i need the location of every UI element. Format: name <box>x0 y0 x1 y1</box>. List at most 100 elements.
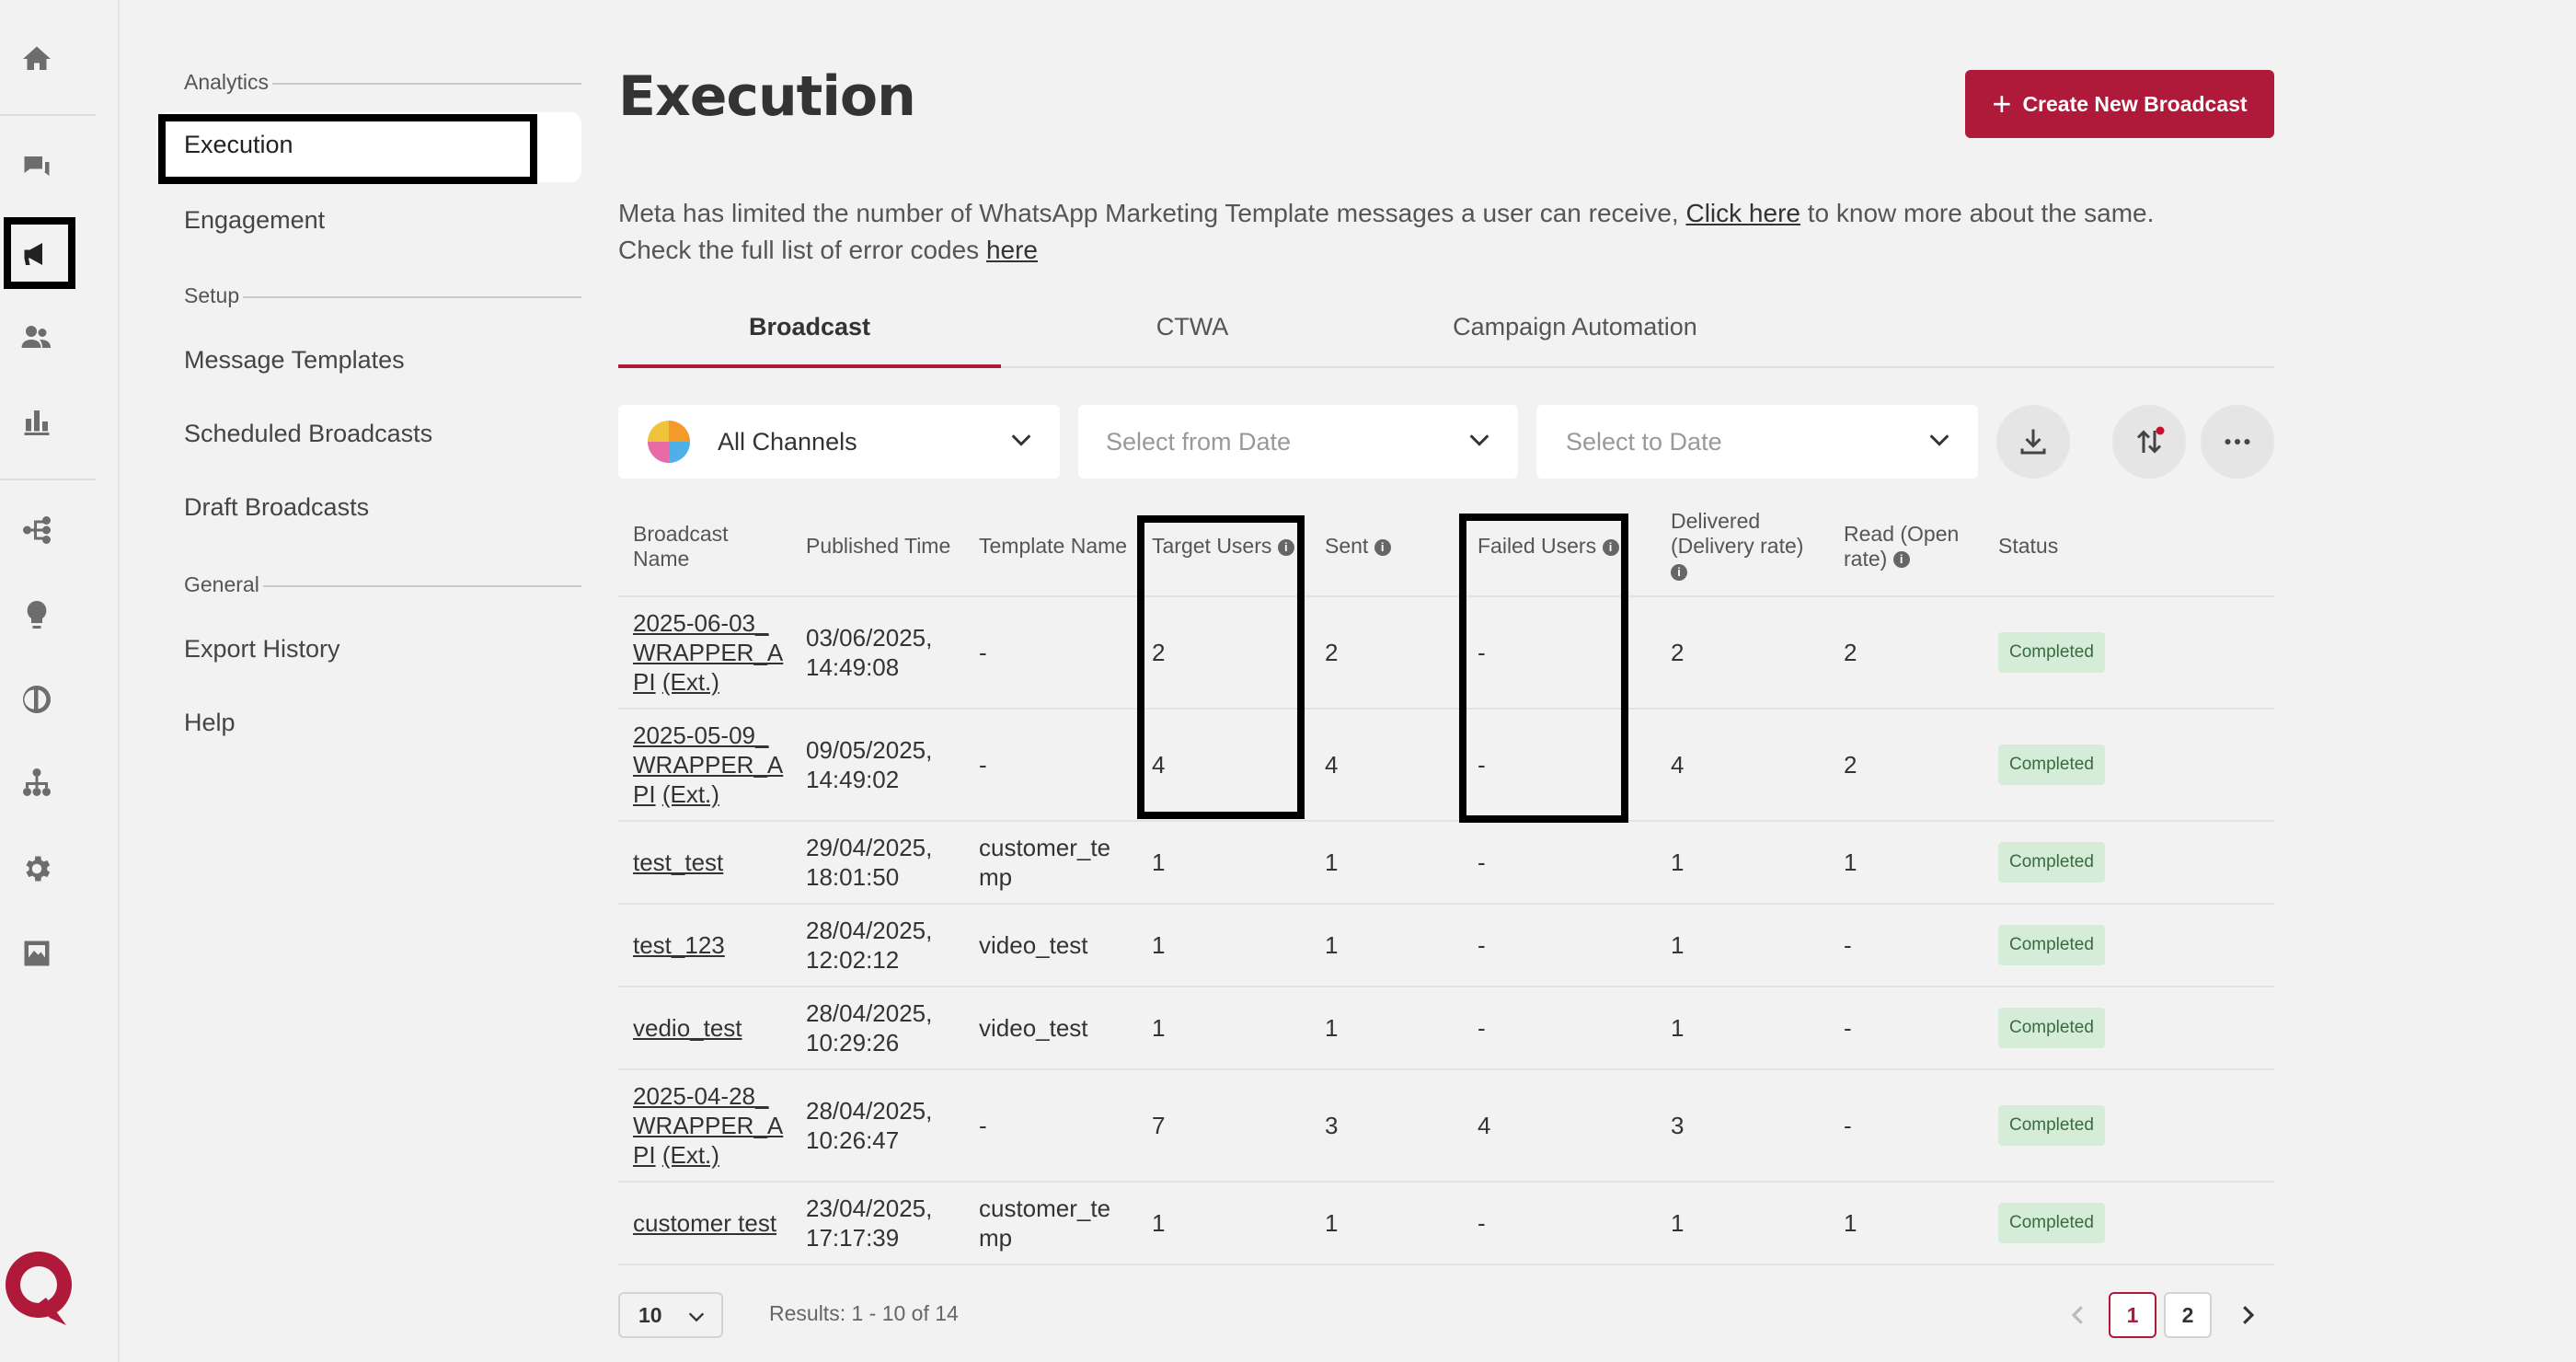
meta-notice: Meta has limited the number of WhatsApp … <box>618 199 2155 264</box>
broadcast-name-link[interactable]: test_test <box>633 848 724 876</box>
nav-item-scheduled-broadcasts[interactable]: Scheduled Broadcasts <box>184 420 433 447</box>
cell-target: 1 <box>1137 987 1310 1070</box>
broadcast-name-link[interactable]: customer test <box>633 1209 777 1237</box>
cell-failed: - <box>1463 1182 1656 1265</box>
broadcast-name-link[interactable]: 2025-05-09_WRAPPER_API <box>633 721 784 808</box>
broadcast-name-link[interactable]: vedio_test <box>633 1014 742 1042</box>
broadcast-name-link[interactable]: test_123 <box>633 931 725 959</box>
nav-item-message-templates[interactable]: Message Templates <box>184 346 405 374</box>
flow-icon[interactable] <box>18 512 55 548</box>
table-header-row: Broadcast Name Published Time Template N… <box>618 497 2274 597</box>
status-badge: Completed <box>1998 925 2105 965</box>
results-count: Results: 1 - 10 of 14 <box>769 1301 959 1325</box>
brain-icon[interactable] <box>18 681 55 718</box>
cell-sent: 1 <box>1310 904 1463 987</box>
info-icon[interactable]: i <box>1671 563 1687 581</box>
icon-rail <box>0 0 120 1362</box>
info-icon[interactable]: i <box>1602 538 1619 556</box>
next-page-icon[interactable] <box>2234 1301 2261 1329</box>
bulb-icon[interactable] <box>18 596 55 633</box>
gear-icon[interactable] <box>18 850 55 887</box>
cell-delivered: 2 <box>1656 596 1829 710</box>
info-icon[interactable]: i <box>1892 551 1910 569</box>
puzzle-icon[interactable] <box>18 935 55 972</box>
broadcast-name-link[interactable]: 2025-04-28_WRAPPER_API <box>633 1082 784 1169</box>
cell-delivered: 4 <box>1656 709 1829 822</box>
cell-published: 28/04/2025, 12:02:12 <box>791 904 964 987</box>
cell-sent: 4 <box>1310 709 1463 822</box>
section-label-general: General <box>184 572 581 597</box>
ext-link[interactable]: (Ext.) <box>661 1141 719 1169</box>
prev-page-icon[interactable] <box>2064 1301 2092 1329</box>
ext-link[interactable]: (Ext.) <box>661 668 719 696</box>
col-broadcast-name[interactable]: Broadcast Name <box>618 497 791 597</box>
cell-status: Completed <box>1984 596 2274 710</box>
col-read[interactable]: Read (Open rate) i <box>1829 497 1984 597</box>
col-status[interactable]: Status <box>1984 497 2274 597</box>
page-button-1[interactable]: 1 <box>2109 1292 2156 1338</box>
cell-delivered: 1 <box>1656 904 1829 987</box>
tab-campaign-automation[interactable]: Campaign Automation <box>1453 313 1697 340</box>
nav-item-draft-broadcasts[interactable]: Draft Broadcasts <box>184 493 370 521</box>
table-row[interactable]: customer test 23/04/2025, 17:17:39 custome… <box>618 1182 2274 1265</box>
table-row[interactable]: 2025-05-09_WRAPPER_API (Ext.) 09/05/2025,… <box>618 709 2274 822</box>
cell-failed: - <box>1463 821 1656 905</box>
org-icon[interactable] <box>18 764 55 801</box>
active-tab-indicator <box>618 364 1001 368</box>
click-here-link[interactable]: Click here <box>1685 199 1800 227</box>
cell-template: - <box>964 709 1137 822</box>
bar-chart-icon[interactable] <box>18 403 55 440</box>
tab-ctwa[interactable]: CTWA <box>1156 313 1229 340</box>
col-template-name[interactable]: Template Name <box>964 497 1137 597</box>
table-row[interactable]: 2025-04-28_WRAPPER_API (Ext.) 28/04/2025,… <box>618 1069 2274 1183</box>
cell-read: - <box>1829 987 1984 1070</box>
cell-delivered: 3 <box>1656 1069 1829 1183</box>
users-icon[interactable] <box>18 318 55 355</box>
chevron-down-icon <box>1929 434 1949 446</box>
table-row[interactable]: test_123 28/04/2025, 12:02:12 video_test 1 1… <box>618 904 2274 987</box>
cell-template: customer_temp <box>964 821 1137 905</box>
cell-status: Completed <box>1984 821 2274 905</box>
table-row[interactable]: test_test 29/04/2025, 18:01:50 customer_te… <box>618 821 2274 905</box>
error-codes-link[interactable]: here <box>985 236 1038 264</box>
col-target-users[interactable]: Target Users i <box>1137 497 1310 597</box>
from-date-select[interactable]: Select from Date <box>1078 405 1518 479</box>
more-options-button[interactable] <box>2201 405 2274 479</box>
cell-status: Completed <box>1984 987 2274 1070</box>
nav-item-execution[interactable]: Execution <box>184 131 293 158</box>
chat-icon[interactable] <box>18 149 55 186</box>
col-published-time[interactable]: Published Time <box>791 497 964 597</box>
cell-template: video_test <box>964 987 1137 1070</box>
broadcast-name-link[interactable]: 2025-06-03_WRAPPER_API <box>633 609 784 696</box>
col-delivered[interactable]: Delivered (Delivery rate) i <box>1656 497 1829 597</box>
cell-delivered: 1 <box>1656 987 1829 1070</box>
download-button[interactable] <box>1996 405 2070 479</box>
table-row[interactable]: 2025-06-03_WRAPPER_API (Ext.) 03/06/2025,… <box>618 596 2274 710</box>
nav-item-engagement[interactable]: Engagement <box>184 206 326 234</box>
nav-item-export-history[interactable]: Export History <box>184 635 340 663</box>
more-dots-icon <box>2225 439 2250 444</box>
info-icon[interactable]: i <box>1277 538 1294 556</box>
highlight-box-broadcast-nav <box>4 217 75 289</box>
page-size-select[interactable]: 10 <box>618 1292 723 1338</box>
nav-item-help[interactable]: Help <box>184 709 236 736</box>
sort-icon <box>2136 426 2165 454</box>
create-broadcast-button[interactable]: + Create New Broadcast <box>1965 70 2274 138</box>
home-icon[interactable] <box>18 40 55 77</box>
cell-failed: - <box>1463 904 1656 987</box>
cell-published: 28/04/2025, 10:26:47 <box>791 1069 964 1183</box>
ext-link[interactable]: (Ext.) <box>661 780 719 808</box>
page-button-2[interactable]: 2 <box>2164 1292 2212 1338</box>
status-badge: Completed <box>1998 1008 2105 1048</box>
tab-broadcast[interactable]: Broadcast <box>748 313 871 340</box>
cell-status: Completed <box>1984 1069 2274 1183</box>
to-date-select[interactable]: Select to Date <box>1536 405 1978 479</box>
channel-select[interactable]: All Channels <box>618 405 1060 479</box>
megaphone-icon[interactable] <box>18 236 55 272</box>
table-row[interactable]: vedio_test 28/04/2025, 10:29:26 video_test… <box>618 987 2274 1070</box>
col-sent[interactable]: Sent i <box>1310 497 1463 597</box>
info-icon[interactable]: i <box>1374 538 1391 556</box>
sort-button[interactable] <box>2112 405 2186 479</box>
cell-target: 7 <box>1137 1069 1310 1183</box>
cell-target: 1 <box>1137 821 1310 905</box>
